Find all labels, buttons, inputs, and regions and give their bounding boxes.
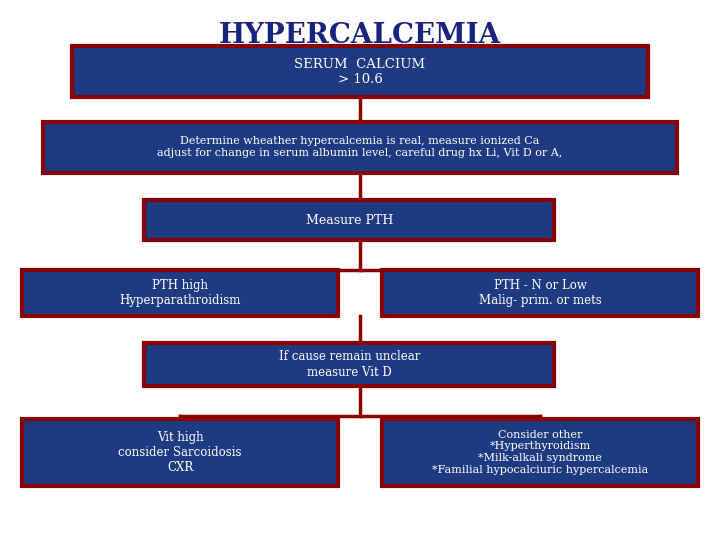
FancyBboxPatch shape: [43, 122, 677, 173]
FancyBboxPatch shape: [22, 418, 338, 486]
Text: HYPERCALCEMIA: HYPERCALCEMIA: [219, 22, 501, 49]
Text: Vit high
consider Sarcoidosis
CXR: Vit high consider Sarcoidosis CXR: [118, 431, 242, 474]
Text: Determine wheather hypercalcemia is real, measure ionized Ca
adjust for change i: Determine wheather hypercalcemia is real…: [158, 136, 562, 158]
FancyBboxPatch shape: [382, 270, 698, 316]
Text: If cause remain unclear
measure Vit D: If cause remain unclear measure Vit D: [279, 350, 420, 379]
FancyBboxPatch shape: [144, 200, 554, 240]
Text: Consider other
*Hyperthyroidism
*Milk-alkali syndrome
*Familial hypocalciuric hy: Consider other *Hyperthyroidism *Milk-al…: [432, 430, 648, 475]
FancyBboxPatch shape: [22, 270, 338, 316]
FancyBboxPatch shape: [72, 46, 648, 97]
Text: PTH - N or Low
Malig- prim. or mets: PTH - N or Low Malig- prim. or mets: [479, 279, 601, 307]
Text: PTH high
Hyperparathroidism: PTH high Hyperparathroidism: [120, 279, 240, 307]
Text: Measure PTH: Measure PTH: [305, 213, 393, 227]
Text: SERUM  CALCIUM
> 10.6: SERUM CALCIUM > 10.6: [294, 58, 426, 85]
FancyBboxPatch shape: [382, 418, 698, 486]
FancyBboxPatch shape: [144, 343, 554, 386]
